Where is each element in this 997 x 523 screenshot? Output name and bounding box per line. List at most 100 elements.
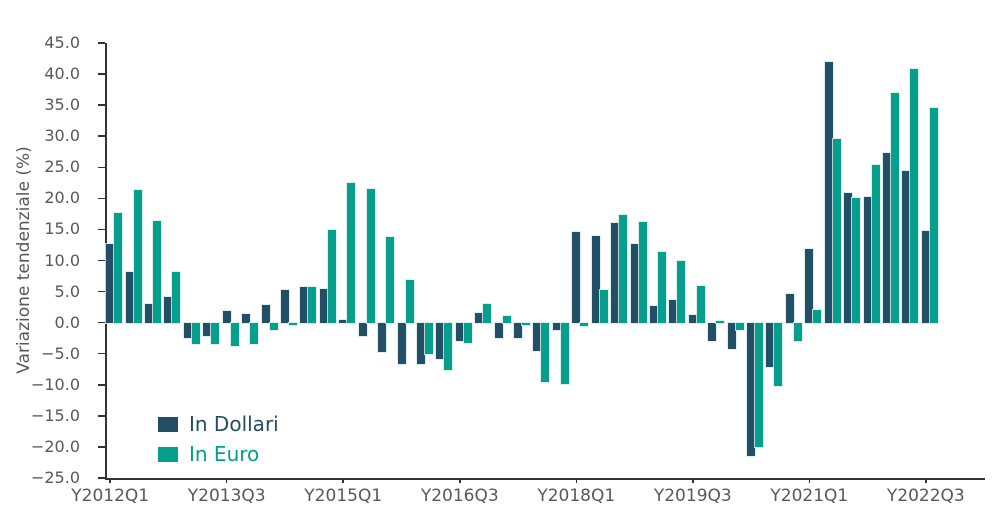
bar-in-euro-Y2022Q2 <box>910 69 919 323</box>
bar-in-dollari-Y2018Q1 <box>572 231 581 323</box>
bar-in-dollari-Y2017Q3 <box>533 322 542 351</box>
y-axis-tick-label: 5.0 <box>54 281 80 301</box>
y-axis-tick <box>98 321 105 324</box>
bar-in-euro-Y2015Q3 <box>386 236 395 323</box>
bar-in-euro-Y2021Q4 <box>871 165 880 323</box>
legend-item-in-dollari: In Dollari <box>158 412 279 436</box>
bar-in-dollari-Y2021Q4 <box>863 197 872 323</box>
bar-in-dollari-Y2013Q4 <box>242 313 251 323</box>
bar-in-euro-Y2014Q1 <box>269 322 278 331</box>
bar-in-euro-Y2018Q1 <box>580 322 589 327</box>
y-axis-tick <box>98 352 105 355</box>
bar-in-euro-Y2017Q4 <box>560 322 569 385</box>
bar-in-dollari-Y2022Q2 <box>902 171 911 323</box>
bar-in-dollari-Y2016Q4 <box>475 313 484 323</box>
y-axis-tick <box>98 104 105 106</box>
bar-in-euro-Y2021Q2 <box>832 138 841 323</box>
bar-in-euro-Y2015Q4 <box>405 280 414 323</box>
bar-in-euro-Y2022Q1 <box>891 93 899 323</box>
bar-in-euro-Y2013Q1 <box>191 322 200 344</box>
bar-in-euro-Y2020Q1 <box>735 322 744 331</box>
bar-in-euro-Y2019Q1 <box>657 252 666 323</box>
y-axis-tick-label: 25.0 <box>44 157 80 177</box>
bar-in-euro-Y2018Q2 <box>599 290 608 323</box>
y-axis-tick-label: −10.0 <box>30 374 80 394</box>
x-axis-tick <box>225 478 228 483</box>
bar-in-dollari-Y2020Q3 <box>766 322 775 368</box>
y-axis-tick-label: −20.0 <box>30 436 80 456</box>
bar-in-euro-Y2015Q2 <box>366 189 375 323</box>
bar-in-dollari-Y2022Q1 <box>883 152 891 323</box>
x-axis-tick <box>808 478 811 483</box>
x-axis-tick-label: Y2016Q3 <box>420 486 499 506</box>
y-axis-tick-label: 15.0 <box>44 219 80 239</box>
y-axis-tick <box>98 42 105 44</box>
legend-label-in-dollari: In Dollari <box>189 412 279 436</box>
bar-in-euro-Y2016Q1 <box>424 322 433 355</box>
bar-in-euro-Y2017Q1 <box>502 316 511 323</box>
bar-in-euro-Y2021Q1 <box>813 309 822 323</box>
bar-in-dollari-Y2016Q2 <box>436 322 445 360</box>
bar-in-euro-Y2014Q2 <box>288 322 297 325</box>
y-axis-tick-label: 0.0 <box>54 312 80 332</box>
bar-in-dollari-Y2019Q1 <box>649 305 658 323</box>
y-axis-tick-label: 20.0 <box>44 188 80 208</box>
bar-in-euro-Y2018Q3 <box>619 215 628 323</box>
bar-in-euro-Y2019Q3 <box>696 285 705 323</box>
bar-in-dollari-Y2017Q4 <box>552 322 561 331</box>
legend-swatch-in-euro <box>158 446 178 462</box>
bar-in-dollari-Y2019Q2 <box>669 299 678 323</box>
bar-in-euro-Y2015Q1 <box>347 183 356 323</box>
bar-in-dollari-Y2017Q2 <box>514 322 523 338</box>
bar-in-dollari-Y2014Q2 <box>280 289 289 323</box>
bar-in-dollari-Y2016Q3 <box>455 322 464 341</box>
legend-item-in-euro: In Euro <box>158 442 279 466</box>
bar-in-euro-Y2020Q3 <box>774 322 783 387</box>
legend: In Dollari In Euro <box>158 412 279 472</box>
y-axis-tick-label: 10.0 <box>44 250 80 270</box>
bar-in-euro-Y2013Q4 <box>250 322 259 344</box>
bar-in-dollari-Y2015Q3 <box>378 322 387 353</box>
y-axis-tick-label: −15.0 <box>30 405 80 425</box>
x-axis-tick-label: Y2021Q1 <box>770 486 849 506</box>
bar-in-dollari-Y2020Q1 <box>727 322 736 349</box>
y-axis-tick <box>98 415 105 417</box>
x-axis-tick <box>925 478 927 483</box>
y-axis-tick <box>98 73 105 75</box>
bar-in-euro-Y2013Q2 <box>211 322 220 344</box>
legend-swatch-in-dollari <box>158 416 178 432</box>
bar-in-euro-Y2013Q3 <box>230 322 239 347</box>
bar-in-dollari-Y2018Q4 <box>630 243 639 323</box>
bar-in-euro-Y2012Q1 <box>114 213 123 323</box>
x-axis-tick <box>109 478 111 483</box>
bar-in-dollari-Y2022Q3 <box>921 230 930 323</box>
y-axis-spine <box>105 43 107 478</box>
x-axis-tick <box>459 478 461 483</box>
y-axis-tick-label: 45.0 <box>44 33 80 52</box>
y-axis-tick <box>98 290 105 293</box>
bar-in-dollari-Y2019Q4 <box>708 322 717 341</box>
bar-in-euro-Y2020Q4 <box>793 322 802 341</box>
x-axis-tick-label: Y2015Q1 <box>304 486 383 506</box>
bar-in-dollari-Y2012Q3 <box>145 304 154 323</box>
bar-in-dollari-Y2013Q3 <box>222 310 231 323</box>
bar-in-dollari-Y2012Q1 <box>106 244 115 323</box>
bar-in-euro-Y2012Q2 <box>133 190 142 323</box>
x-axis-tick-label: Y2019Q3 <box>653 486 732 506</box>
bar-in-dollari-Y2014Q3 <box>300 286 309 323</box>
bar-in-dollari-Y2013Q2 <box>203 322 212 336</box>
x-axis-tick-label: Y2012Q1 <box>71 486 150 506</box>
y-axis-tick <box>98 166 105 169</box>
bar-in-euro-Y2014Q3 <box>308 286 317 323</box>
x-axis-tick-label: Y2013Q3 <box>187 486 266 506</box>
legend-label-in-euro: In Euro <box>189 442 260 466</box>
bar-in-dollari-Y2018Q3 <box>611 223 620 323</box>
bar-in-dollari-Y2017Q1 <box>494 322 503 338</box>
y-axis-tick <box>98 228 105 231</box>
bar-in-dollari-Y2014Q1 <box>261 304 270 323</box>
bar-in-dollari-Y2015Q4 <box>397 322 406 364</box>
x-axis-spine <box>105 478 985 480</box>
bar-in-dollari-Y2014Q4 <box>319 289 328 323</box>
